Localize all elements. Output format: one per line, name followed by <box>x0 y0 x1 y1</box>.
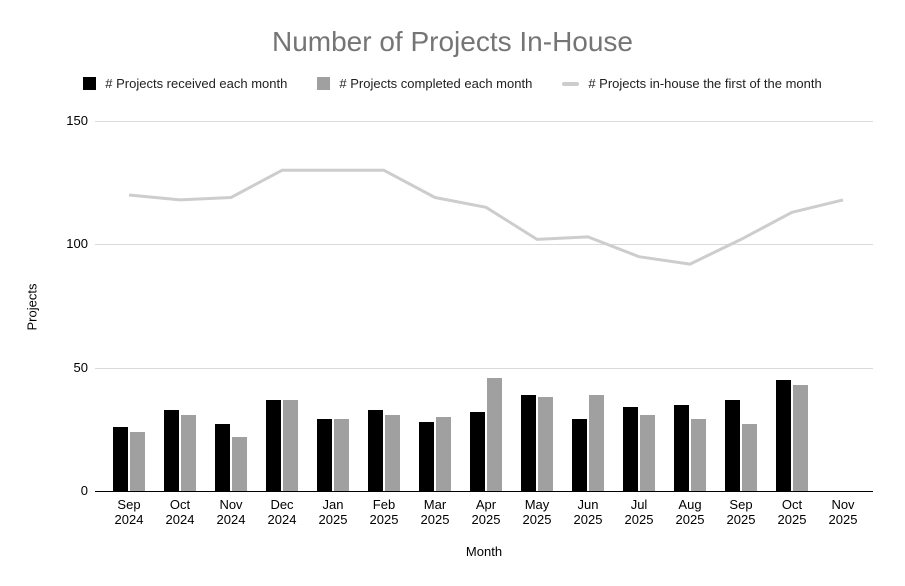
legend-line-marker-icon <box>562 81 580 86</box>
bar-received-Jun-2025 <box>572 419 587 491</box>
y-axis-title: Projects <box>24 283 40 331</box>
x-tick-Nov-2025: Nov 2025 <box>828 497 858 527</box>
bar-received-Apr-2025 <box>470 412 485 491</box>
x-tick-Jun-2025: Jun 2025 <box>573 497 603 527</box>
legend-label: # Projects completed each month <box>339 76 533 91</box>
bar-completed-Jan-2025 <box>334 419 349 491</box>
x-tick-Mar-2025: Mar 2025 <box>420 497 450 527</box>
x-tick-Oct-2024: Oct 2024 <box>165 497 195 527</box>
bar-received-Jul-2025 <box>623 407 638 491</box>
x-tick-Aug-2025: Aug 2025 <box>675 497 705 527</box>
bar-completed-Feb-2025 <box>385 415 400 491</box>
y-tick-100: 100 <box>66 236 88 252</box>
legend-label: # Projects in-house the first of the mon… <box>588 76 822 91</box>
bar-received-Sep-2024 <box>113 427 128 491</box>
gridline-150 <box>95 121 873 122</box>
legend-item-0[interactable]: # Projects received each month <box>83 76 287 91</box>
bar-received-Dec-2024 <box>266 400 281 491</box>
bar-completed-Apr-2025 <box>487 378 502 491</box>
bar-completed-Jul-2025 <box>640 415 655 491</box>
x-axis-title: Month <box>465 544 503 559</box>
bar-completed-Aug-2025 <box>691 419 706 491</box>
bar-completed-Sep-2024 <box>130 432 145 491</box>
y-tick-50: 50 <box>73 359 88 375</box>
bar-completed-Sep-2025 <box>742 424 757 491</box>
gridline-100 <box>95 244 873 246</box>
x-tick-Feb-2025: Feb 2025 <box>369 497 399 527</box>
bar-received-Feb-2025 <box>368 410 383 491</box>
bar-received-Jan-2025 <box>317 419 332 491</box>
legend-item-2[interactable]: # Projects in-house the first of the mon… <box>562 76 822 91</box>
x-tick-May-2025: May 2025 <box>522 497 552 527</box>
bar-completed-Oct-2024 <box>181 415 196 491</box>
x-tick-Dec-2024: Dec 2024 <box>267 497 297 527</box>
plot-area <box>95 121 873 492</box>
legend: # Projects received each month # Projects… <box>0 76 905 91</box>
x-tick-Nov-2024: Nov 2024 <box>216 497 246 527</box>
bar-completed-Nov-2024 <box>232 437 247 491</box>
bar-completed-May-2025 <box>538 397 553 491</box>
bar-received-Oct-2025 <box>776 380 791 491</box>
bar-completed-Dec-2024 <box>283 400 298 491</box>
x-tick-Jul-2025: Jul 2025 <box>624 497 654 527</box>
bar-completed-Mar-2025 <box>436 417 451 491</box>
legend-label: # Projects received each month <box>105 76 288 91</box>
bar-received-Aug-2025 <box>674 405 689 491</box>
legend-item-1[interactable]: # Projects completed each month <box>317 76 532 91</box>
bar-received-Sep-2025 <box>725 400 740 491</box>
bar-received-May-2025 <box>521 395 536 491</box>
x-tick-Sep-2025: Sep 2025 <box>726 497 756 527</box>
chart-title: Number of Projects In-House <box>271 26 634 57</box>
y-tick-150: 150 <box>66 113 88 128</box>
bar-completed-Jun-2025 <box>589 395 604 491</box>
in-house-line-series <box>128 168 844 266</box>
x-tick-Oct-2025: Oct 2025 <box>777 497 807 527</box>
bar-completed-Oct-2025 <box>793 385 808 491</box>
legend-square-marker-icon <box>83 77 97 90</box>
x-tick-Apr-2025: Apr 2025 <box>471 497 501 527</box>
x-tick-Jan-2025: Jan 2025 <box>318 497 348 527</box>
y-tick-0: 0 <box>80 483 88 498</box>
x-tick-Sep-2024: Sep 2024 <box>114 497 144 527</box>
gridline-50 <box>95 367 873 369</box>
bar-received-Oct-2024 <box>164 410 179 491</box>
legend-square-marker-icon <box>317 77 331 90</box>
bar-received-Nov-2024 <box>215 424 230 491</box>
bar-received-Mar-2025 <box>419 422 434 491</box>
